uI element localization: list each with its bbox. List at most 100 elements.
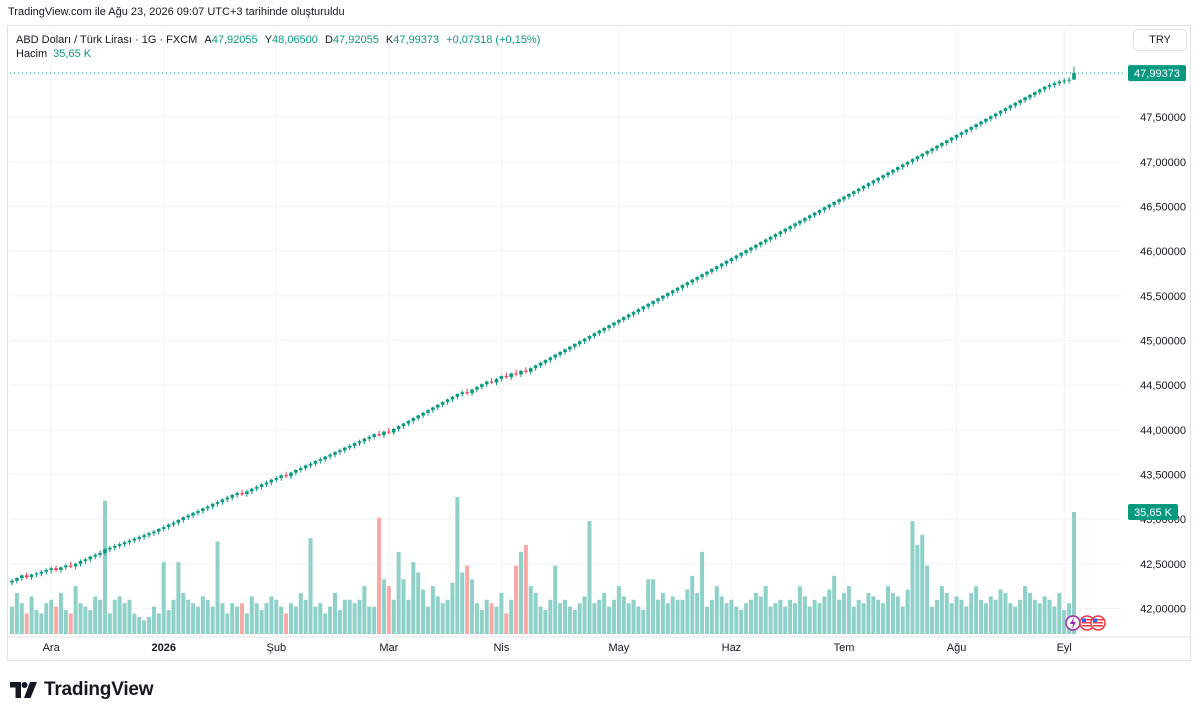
volume-bar	[592, 603, 597, 634]
volume-bar	[724, 603, 729, 634]
candle	[475, 386, 479, 393]
candle	[675, 286, 680, 294]
candle	[754, 243, 758, 251]
candle	[548, 356, 553, 363]
candle-body	[661, 295, 665, 299]
candle	[519, 369, 523, 378]
candle-body	[264, 482, 269, 485]
candle-body	[533, 365, 538, 369]
candle	[949, 136, 954, 144]
candle	[705, 270, 709, 278]
candle	[582, 337, 587, 345]
candle	[220, 498, 225, 505]
volume-bar	[930, 606, 935, 634]
candle-body	[416, 415, 421, 419]
candle	[59, 566, 63, 573]
candle-body	[10, 580, 14, 583]
volume-bar	[817, 603, 822, 634]
candle-body	[245, 491, 249, 495]
candle-body	[269, 479, 274, 483]
candle-body	[954, 135, 959, 138]
volume-bar	[905, 589, 910, 634]
volume-bar	[328, 606, 333, 634]
candle	[739, 252, 744, 259]
volume-bar	[195, 606, 200, 634]
candle-body	[455, 394, 460, 397]
candle-body	[279, 475, 283, 479]
candle	[538, 361, 543, 369]
candle-body	[504, 376, 509, 378]
candle	[504, 372, 509, 379]
volume-bar	[161, 562, 166, 634]
volume-bar	[504, 613, 509, 634]
candle	[509, 372, 513, 380]
candle	[1033, 91, 1037, 98]
volume-bar	[714, 586, 719, 634]
candle-body	[866, 183, 871, 186]
candle	[695, 276, 699, 283]
candle-body	[205, 506, 210, 509]
candle-body	[303, 465, 308, 469]
volume-bar	[293, 606, 298, 634]
volume-bar	[979, 599, 984, 634]
price-tick-label: 46,50000	[1140, 201, 1186, 213]
volume-bar	[93, 596, 98, 634]
candle	[719, 262, 724, 270]
candle	[34, 571, 39, 578]
candle	[367, 435, 372, 442]
volume-bar	[602, 592, 607, 634]
candle-body	[871, 180, 876, 184]
candle-body	[665, 293, 670, 296]
candle	[152, 529, 156, 537]
volume-bar	[802, 596, 807, 634]
candle	[445, 398, 450, 405]
candle	[406, 419, 411, 427]
low-label: D	[324, 34, 333, 46]
candle-body	[215, 502, 220, 504]
volume-bar	[763, 586, 768, 634]
candle-body	[690, 279, 695, 283]
candle	[636, 308, 641, 315]
candle	[514, 369, 518, 377]
volume-bar	[758, 596, 763, 634]
candle-body	[1047, 85, 1052, 87]
volume-bar	[112, 599, 117, 634]
price-tick-label: 42,00000	[1140, 603, 1186, 615]
volume-bar	[851, 606, 856, 634]
candle-body	[166, 524, 171, 528]
candle	[940, 142, 944, 149]
candle-body	[675, 287, 680, 291]
candle-body	[582, 338, 587, 342]
volume-bar	[665, 603, 670, 634]
candle-body	[905, 161, 910, 165]
candle	[661, 294, 665, 302]
candle-body	[289, 472, 293, 477]
candle-body	[98, 553, 102, 555]
flag-canton	[1093, 618, 1097, 622]
candle	[191, 511, 195, 519]
time-tick-label: Ara	[43, 642, 61, 654]
volume-bar	[401, 579, 406, 634]
candle-body	[15, 578, 19, 581]
volume-bar	[10, 606, 14, 634]
candle-body	[597, 330, 602, 334]
volume-bar	[68, 613, 73, 634]
candle	[108, 545, 112, 553]
candle-body	[333, 452, 337, 455]
volume-bar	[421, 589, 426, 634]
candle	[54, 565, 58, 572]
candle	[612, 321, 616, 328]
price-tick-label: 42,50000	[1140, 559, 1186, 571]
change-value: +0,07318 (+0,15%)	[446, 34, 541, 46]
volume-bar	[396, 551, 401, 634]
candle-body	[719, 263, 724, 267]
candle	[470, 388, 474, 396]
candle-body	[729, 258, 734, 261]
candle-body	[411, 418, 416, 421]
currency-button[interactable]: TRY	[1133, 29, 1187, 51]
candle	[690, 278, 695, 286]
candle	[465, 388, 469, 395]
time-tick-label: Nis	[493, 642, 509, 654]
candle	[812, 211, 817, 219]
